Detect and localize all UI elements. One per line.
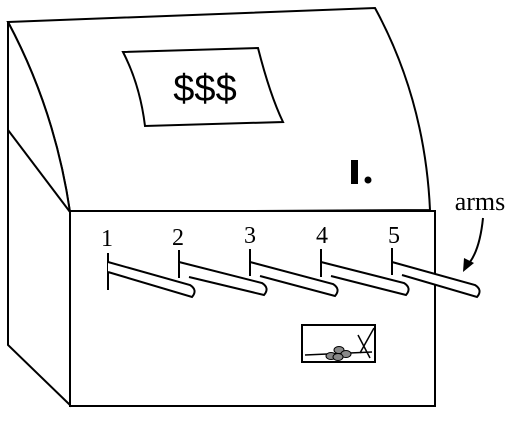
machine-front-panel	[69, 210, 436, 407]
arm-number-1: 1	[101, 226, 113, 252]
arm-3[interactable]	[249, 249, 339, 298]
arms-pointer-arrowhead	[463, 258, 474, 272]
arm-number-5: 5	[388, 223, 400, 249]
arm-number-2: 2	[172, 225, 184, 251]
coin-slot-icon	[351, 160, 372, 184]
price-sign-text: $$$	[173, 68, 236, 110]
side-crease-line	[7, 129, 71, 213]
arm-number-4: 4	[316, 223, 328, 249]
arm-number-3: 3	[244, 223, 256, 249]
arm-5[interactable]	[391, 248, 481, 299]
arm-4[interactable]	[320, 249, 410, 297]
coins-icon	[325, 346, 352, 361]
arms-label: arms	[455, 187, 506, 216]
price-display-window	[121, 46, 285, 128]
arm-1[interactable]	[107, 253, 196, 299]
arms-pointer-arrow	[469, 217, 484, 263]
arm-2[interactable]	[178, 250, 268, 297]
